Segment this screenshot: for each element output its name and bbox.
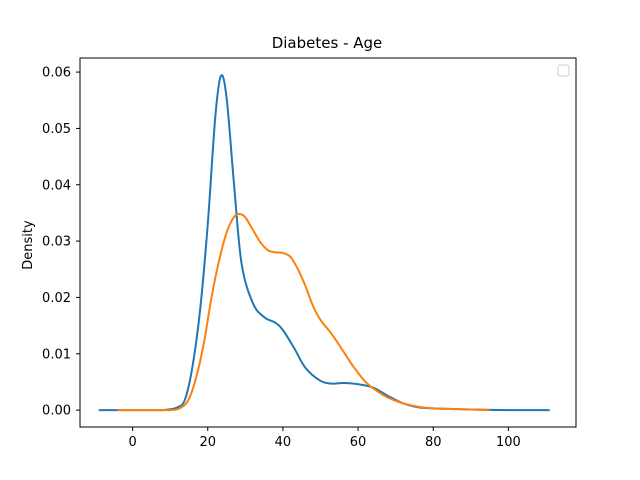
y-tick-label: 0.05 xyxy=(42,122,71,137)
y-tick-label: 0.01 xyxy=(42,347,71,362)
x-tick-label: 80 xyxy=(425,435,442,450)
y-axis-label: Density xyxy=(21,220,36,270)
x-tick-label: 60 xyxy=(350,435,367,450)
x-tick-label: 0 xyxy=(128,435,136,450)
x-tick-label: 40 xyxy=(275,435,292,450)
legend-box xyxy=(558,65,569,76)
x-tick-label: 100 xyxy=(496,435,521,450)
y-tick-label: 0.04 xyxy=(42,178,71,193)
chart-title: Diabetes - Age xyxy=(272,34,383,52)
y-tick-label: 0.00 xyxy=(42,404,71,419)
y-tick-label: 0.03 xyxy=(42,235,71,250)
y-tick-label: 0.02 xyxy=(42,291,71,306)
y-tick-label: 0.06 xyxy=(42,66,71,81)
x-tick-label: 20 xyxy=(199,435,216,450)
